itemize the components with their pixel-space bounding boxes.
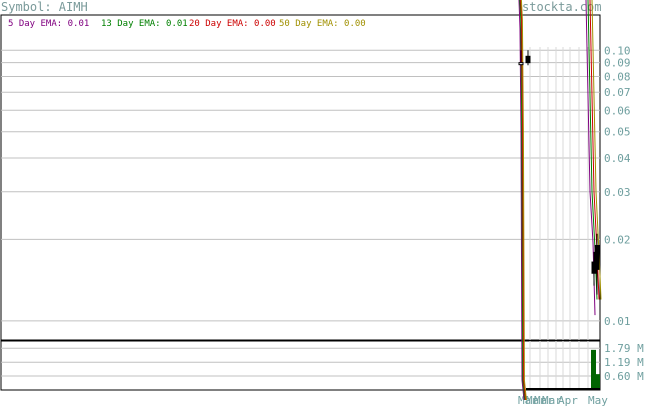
volume-panel-frame <box>0 340 601 391</box>
legend-ema13: 13 Day EMA: 0.01 <box>101 19 188 29</box>
price-tick-label: 0.09 <box>604 57 631 70</box>
x-axis-label: Mar <box>534 394 554 406</box>
price-tick-label: 0.03 <box>604 186 631 199</box>
volume-bar <box>595 374 600 390</box>
price-tick-label: 0.02 <box>604 233 631 246</box>
price-panel-frame <box>0 14 601 341</box>
volume-tick-label: 1.79 M <box>604 342 644 355</box>
x-axis-label: Mar <box>518 394 538 406</box>
volume-tick-label: 0.60 M <box>604 370 644 383</box>
price-tick-label: 0.10 <box>604 44 631 57</box>
x-axis-label: Mar <box>526 394 546 406</box>
site-watermark: stockta.com <box>522 0 602 14</box>
ema-late-line-4 <box>591 0 602 300</box>
ema-late-line-2 <box>587 0 598 300</box>
candle-body <box>525 55 531 64</box>
candle-body <box>594 244 600 270</box>
x-axis-label: Apr <box>558 394 578 406</box>
legend-ema5: 5 Day EMA: 0.01 <box>8 19 90 29</box>
ema-line-3 <box>520 0 527 401</box>
volume-bar <box>591 349 596 390</box>
legend-ema50: 50 Day EMA: 0.00 <box>279 19 366 29</box>
volume-tick-label: 1.19 M <box>604 356 644 369</box>
candle-body <box>518 62 524 66</box>
x-axis-label: May <box>588 394 608 406</box>
ema-line-4 <box>520 0 527 401</box>
price-tick-label: 0.06 <box>604 104 631 117</box>
x-axis-label: Mar <box>542 394 562 406</box>
price-tick-label: 0.08 <box>604 70 631 83</box>
price-tick-label: 0.01 <box>604 315 631 328</box>
ema-line-1 <box>518 0 525 401</box>
ema-line-2 <box>519 0 526 401</box>
symbol-label: Symbol: AIMH <box>1 0 88 14</box>
ema-late-line-3 <box>589 0 600 300</box>
legend-ema20: 20 Day EMA: 0.00 <box>189 19 276 29</box>
price-tick-label: 0.04 <box>604 152 631 165</box>
price-tick-label: 0.05 <box>604 126 631 139</box>
price-tick-label: 0.07 <box>604 86 631 99</box>
